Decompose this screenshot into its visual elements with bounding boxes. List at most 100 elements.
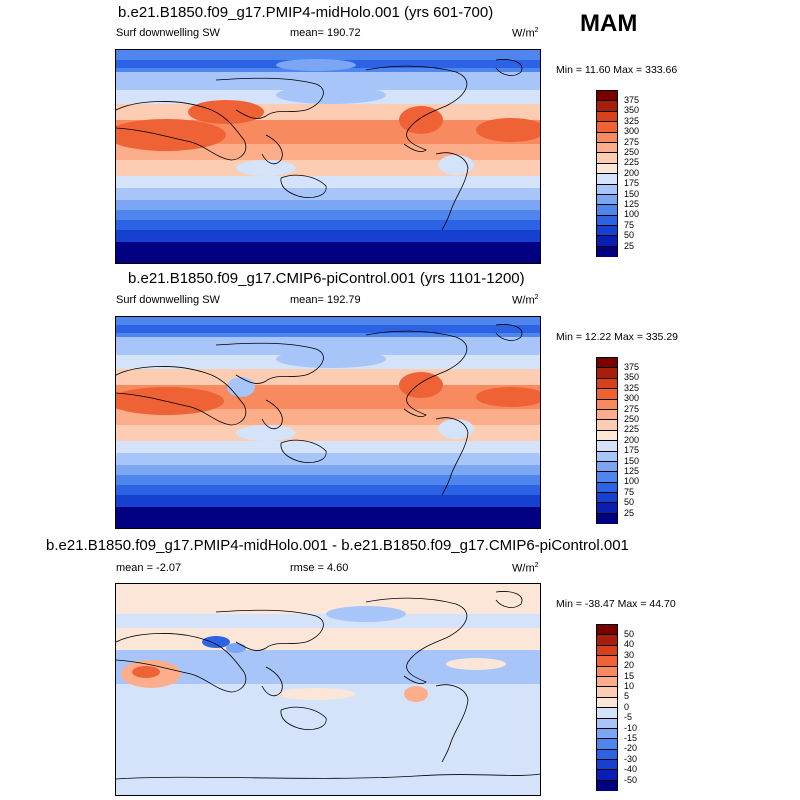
tick-label: -5 (624, 712, 633, 722)
tick-label: 300 (624, 126, 640, 136)
tick-label: 200 (624, 435, 640, 445)
colorbar-1-swatch (597, 205, 617, 216)
tick-label: 350 (624, 105, 640, 115)
colorbar-1-swatch (597, 194, 617, 206)
panel-3-mean: mean = -2.07 (116, 562, 182, 574)
panel-3-map (115, 583, 541, 796)
colorbar-3-swatch (597, 687, 617, 698)
colorbar-2-swatch (597, 493, 617, 504)
panel-1-minmax: Min = 11.60 Max = 333.66 (556, 64, 678, 76)
tick-label: 250 (624, 147, 640, 157)
tick-label: 50 (624, 629, 635, 639)
panel-2-unit: W/m2 (512, 294, 539, 307)
colorbar-2-swatch (597, 461, 617, 473)
colorbar-1-swatch (597, 132, 617, 143)
colorbar-1-swatch (597, 184, 617, 195)
panel-2-colorbar (596, 357, 618, 525)
panel-2-mean: mean= 192.79 (290, 294, 361, 306)
panel-1-map (115, 49, 541, 264)
tick-label: 300 (624, 393, 640, 403)
tick-label: -10 (624, 723, 638, 733)
colorbar-3-swatch (597, 697, 617, 709)
colorbar-2-swatch (597, 358, 617, 369)
panel-2-title: b.e21.B1850.f09_g17.CMIP6-piControl.001 … (128, 270, 525, 287)
tick-label: 375 (624, 362, 640, 372)
panel-3-rmse: rmse = 4.60 (290, 562, 349, 574)
tick-label: -30 (624, 754, 638, 764)
tick-label: 175 (624, 445, 640, 455)
colorbar-1-swatch (597, 226, 617, 237)
tick-label: 125 (624, 199, 640, 209)
colorbar-2-swatch (597, 389, 617, 400)
colorbar-1-swatch (597, 91, 617, 102)
tick-label: -15 (624, 733, 638, 743)
panel-3-colorbar (596, 624, 618, 792)
colorbar-3-swatch (597, 780, 617, 792)
tick-label: 175 (624, 178, 640, 188)
colorbar-3-swatch (597, 666, 617, 677)
tick-label: 275 (624, 137, 640, 147)
colorbar-2-swatch (597, 409, 617, 421)
colorbar-2-swatch (597, 451, 617, 462)
colorbar-3-swatch (597, 635, 617, 646)
tick-label: 200 (624, 168, 640, 178)
tick-label: 15 (624, 671, 635, 681)
colorbar-3-swatch (597, 645, 617, 657)
tick-label: 20 (624, 660, 635, 670)
colorbar-1-swatch (597, 215, 617, 227)
colorbar-3-swatch (597, 718, 617, 729)
colorbar-1-swatch (597, 236, 617, 247)
tick-label: -40 (624, 764, 638, 774)
panel-3-title: b.e21.B1850.f09_g17.PMIP4-midHolo.001 - … (46, 537, 629, 554)
tick-label: 350 (624, 372, 640, 382)
panel-2-variable-label: Surf downwelling SW (116, 294, 220, 306)
colorbar-2-swatch (597, 482, 617, 494)
tick-label: 25 (624, 241, 635, 251)
panel-1-colorbar (596, 90, 618, 258)
panel-1-mean: mean= 190.72 (290, 27, 361, 39)
colorbar-2-swatch (597, 368, 617, 379)
colorbar-2-swatch (597, 430, 617, 442)
tick-label: 150 (624, 189, 640, 199)
colorbar-1-swatch (597, 153, 617, 164)
tick-label: 275 (624, 404, 640, 414)
colorbar-2-swatch (597, 399, 617, 410)
tick-label: 40 (624, 639, 635, 649)
colorbar-2-swatch (597, 513, 617, 525)
colorbar-2-swatch (597, 503, 617, 514)
panel-1-title: b.e21.B1850.f09_g17.PMIP4-midHolo.001 (y… (118, 4, 494, 21)
tick-label: 225 (624, 157, 640, 167)
colorbar-3-swatch (597, 728, 617, 740)
tick-label: 125 (624, 466, 640, 476)
colorbar-1-swatch (597, 142, 617, 154)
tick-label: -20 (624, 743, 638, 753)
panel-1-unit: W/m2 (512, 27, 539, 40)
colorbar-1-swatch (597, 174, 617, 185)
tick-label: 30 (624, 650, 635, 660)
colorbar-3-swatch (597, 625, 617, 636)
colorbar-3-swatch (597, 676, 617, 688)
tick-label: 100 (624, 209, 640, 219)
colorbar-3-swatch (597, 739, 617, 750)
tick-label: 150 (624, 456, 640, 466)
colorbar-3-swatch (597, 749, 617, 761)
tick-label: -50 (624, 775, 638, 785)
tick-label: 75 (624, 220, 635, 230)
tick-label: 50 (624, 497, 635, 507)
colorbar-1-swatch (597, 246, 617, 258)
tick-label: 10 (624, 681, 635, 691)
colorbar-1-swatch (597, 111, 617, 123)
panel-1-variable-label: Surf downwelling SW (116, 27, 220, 39)
colorbar-1-swatch (597, 122, 617, 133)
tick-label: 325 (624, 116, 640, 126)
colorbar-3-swatch (597, 708, 617, 719)
panel-2-map (115, 316, 541, 529)
panel-3-minmax: Min = -38.47 Max = 44.70 (556, 598, 676, 610)
tick-label: 5 (624, 691, 630, 701)
colorbar-1-swatch (597, 101, 617, 112)
tick-label: 225 (624, 424, 640, 434)
tick-label: 375 (624, 95, 640, 105)
tick-label: 0 (624, 702, 630, 712)
season-label: MAM (580, 10, 638, 37)
panel-3-unit: W/m2 (512, 562, 539, 575)
